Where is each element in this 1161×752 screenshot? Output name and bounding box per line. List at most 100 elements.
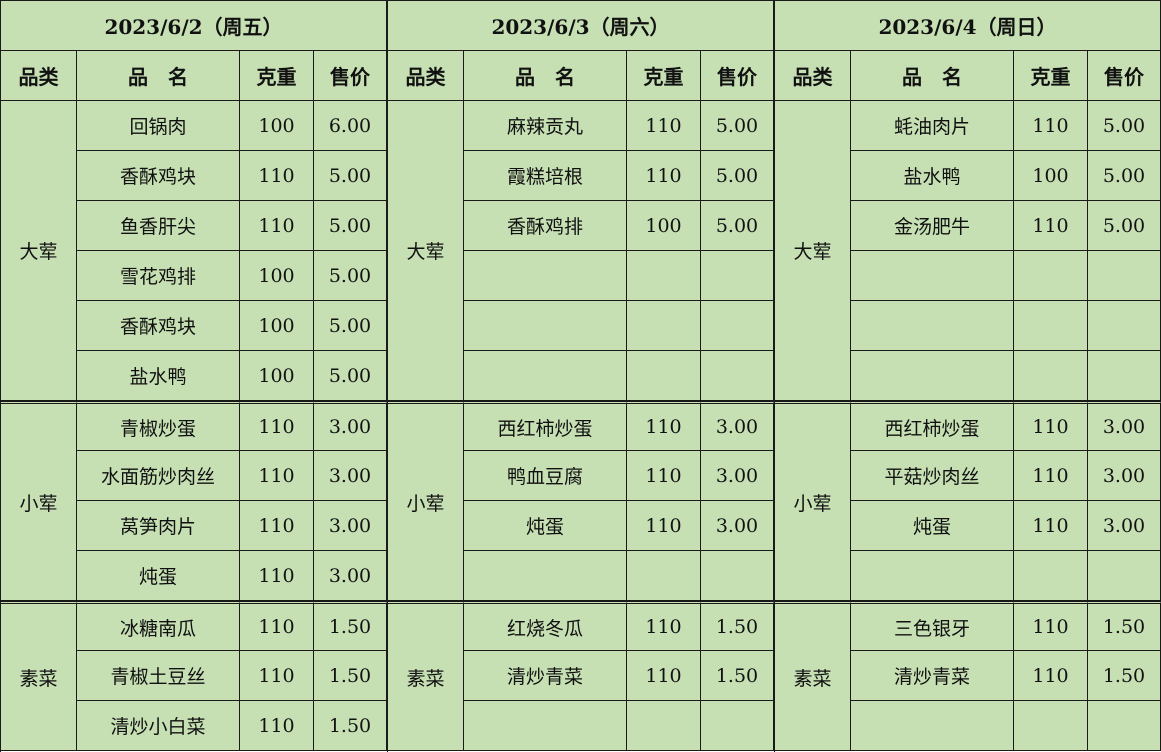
dish-price: 5.00 xyxy=(1088,101,1161,151)
dish-name: 三色银牙 xyxy=(851,601,1014,651)
dish-weight: 100 xyxy=(240,351,314,401)
dish-weight: 110 xyxy=(1014,401,1088,451)
dish-price: 3.00 xyxy=(314,501,387,551)
empty-cell xyxy=(701,551,774,601)
dish-name: 清炒青菜 xyxy=(851,651,1014,701)
dish-name: 麻辣贡丸 xyxy=(464,101,627,151)
dish-price: 5.00 xyxy=(314,151,387,201)
category-cell: 大荤 xyxy=(388,101,464,401)
dish-weight: 110 xyxy=(627,651,701,701)
empty-cell xyxy=(464,551,627,601)
dish-name: 冰糖南瓜 xyxy=(77,601,240,651)
empty-cell xyxy=(1014,551,1088,601)
dish-name: 炖蛋 xyxy=(851,501,1014,551)
empty-cell xyxy=(1088,701,1161,751)
empty-cell xyxy=(1088,301,1161,351)
dish-name: 香酥鸡块 xyxy=(77,151,240,201)
dish-weight: 110 xyxy=(627,601,701,651)
category-cell: 素菜 xyxy=(775,601,851,751)
date-header: 2023/6/4（周日） xyxy=(775,1,1161,51)
category-cell: 素菜 xyxy=(1,601,77,751)
dish-weight: 110 xyxy=(240,201,314,251)
empty-cell xyxy=(464,351,627,401)
dish-weight: 110 xyxy=(627,501,701,551)
column-header-name: 品 名 xyxy=(851,51,1014,101)
dish-price: 3.00 xyxy=(314,401,387,451)
column-header-price: 售价 xyxy=(314,51,387,101)
dish-weight: 110 xyxy=(627,101,701,151)
dish-price: 3.00 xyxy=(314,451,387,501)
category-cell: 小荤 xyxy=(388,401,464,601)
dish-weight: 110 xyxy=(1014,101,1088,151)
dish-price: 1.50 xyxy=(314,651,387,701)
dish-name: 炖蛋 xyxy=(464,501,627,551)
day-block: 2023/6/2（周五） 品类品 名克重 售价 大荤 回锅肉 100 6.00 香酥鸡块 110… xyxy=(0,0,387,752)
dish-name: 炖蛋 xyxy=(77,551,240,601)
dish-price: 5.00 xyxy=(314,201,387,251)
dish-name: 西红柿炒蛋 xyxy=(464,401,627,451)
empty-cell xyxy=(1014,351,1088,401)
dish-weight: 110 xyxy=(240,551,314,601)
empty-cell xyxy=(851,251,1014,301)
dish-name: 霞糕培根 xyxy=(464,151,627,201)
empty-cell xyxy=(851,551,1014,601)
empty-cell xyxy=(1014,251,1088,301)
dish-weight: 110 xyxy=(240,701,314,751)
dish-price: 6.00 xyxy=(314,101,387,151)
dish-name: 金汤肥牛 xyxy=(851,201,1014,251)
dish-name: 青椒土豆丝 xyxy=(77,651,240,701)
dish-price: 1.50 xyxy=(1088,651,1161,701)
dish-weight: 100 xyxy=(240,301,314,351)
dish-weight: 110 xyxy=(1014,601,1088,651)
dish-weight: 110 xyxy=(627,451,701,501)
dish-weight: 100 xyxy=(240,251,314,301)
empty-cell xyxy=(1088,551,1161,601)
empty-cell xyxy=(851,301,1014,351)
empty-cell xyxy=(1088,251,1161,301)
dish-name: 清炒青菜 xyxy=(464,651,627,701)
dish-price: 3.00 xyxy=(701,401,774,451)
dish-weight: 110 xyxy=(240,501,314,551)
empty-cell xyxy=(1014,301,1088,351)
empty-cell xyxy=(851,351,1014,401)
dish-weight: 110 xyxy=(240,601,314,651)
dish-price: 1.50 xyxy=(314,601,387,651)
dish-weight: 110 xyxy=(240,651,314,701)
column-header-category: 品类 xyxy=(1,51,77,101)
dish-price: 3.00 xyxy=(314,551,387,601)
day-block: 2023/6/4（周日） 品类品 名克重 售价 大荤 蚝油肉片 110 5.00 盐水鸭 100… xyxy=(774,0,1161,752)
dish-name: 鱼香肝尖 xyxy=(77,201,240,251)
dish-name: 青椒炒蛋 xyxy=(77,401,240,451)
column-header-weight: 克重 xyxy=(240,51,314,101)
column-header-weight: 克重 xyxy=(627,51,701,101)
dish-price: 1.50 xyxy=(1088,601,1161,651)
dish-name: 平菇炒肉丝 xyxy=(851,451,1014,501)
dish-weight: 110 xyxy=(1014,201,1088,251)
dish-name: 清炒小白菜 xyxy=(77,701,240,751)
dish-weight: 100 xyxy=(1014,151,1088,201)
dish-price: 1.50 xyxy=(701,651,774,701)
empty-cell xyxy=(627,351,701,401)
dish-price: 5.00 xyxy=(701,101,774,151)
category-cell: 素菜 xyxy=(388,601,464,751)
column-header-category: 品类 xyxy=(388,51,464,101)
dish-name: 香酥鸡排 xyxy=(464,201,627,251)
dish-weight: 110 xyxy=(1014,451,1088,501)
dish-weight: 110 xyxy=(1014,651,1088,701)
dish-name: 莴笋肉片 xyxy=(77,501,240,551)
dish-price: 5.00 xyxy=(701,201,774,251)
dish-price: 5.00 xyxy=(1088,201,1161,251)
dish-name: 盐水鸭 xyxy=(851,151,1014,201)
empty-cell xyxy=(701,701,774,751)
dish-weight: 110 xyxy=(627,151,701,201)
day-block: 2023/6/3（周六） 品类品 名克重 售价 大荤 麻辣贡丸 110 5.00 霞糕培根 11… xyxy=(387,0,774,752)
category-cell: 小荤 xyxy=(775,401,851,601)
dish-price: 5.00 xyxy=(701,151,774,201)
empty-cell xyxy=(627,701,701,751)
dish-price: 5.00 xyxy=(314,301,387,351)
column-header-price: 售价 xyxy=(701,51,774,101)
dish-name: 水面筋炒肉丝 xyxy=(77,451,240,501)
dish-price: 3.00 xyxy=(1088,401,1161,451)
empty-cell xyxy=(701,301,774,351)
dish-name: 香酥鸡块 xyxy=(77,301,240,351)
